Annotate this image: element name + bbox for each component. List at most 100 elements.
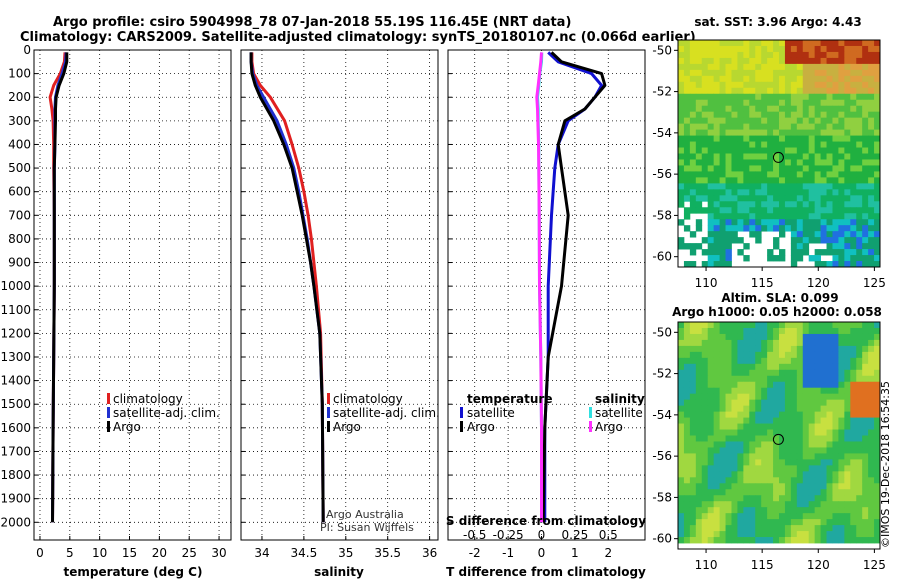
map-cell — [862, 195, 869, 202]
map-cell — [773, 171, 780, 178]
map-cell — [862, 81, 869, 89]
map-cell — [856, 255, 863, 262]
map-cell — [808, 201, 816, 208]
x-tick-label: 0 — [538, 546, 546, 560]
map-cell — [814, 459, 821, 466]
map-cell — [808, 519, 816, 526]
map-cell — [832, 345, 839, 353]
map-cell — [683, 387, 691, 395]
map-cell — [678, 183, 685, 190]
map-cell — [737, 381, 744, 389]
map-cell — [731, 153, 738, 160]
map-cell — [773, 51, 780, 59]
map-cell — [832, 45, 839, 53]
map-cell — [796, 201, 804, 208]
map-cell — [832, 489, 839, 496]
map-cell — [731, 63, 738, 71]
map-cell — [832, 327, 839, 335]
map-cell — [874, 189, 881, 196]
map-cell — [820, 471, 827, 478]
map-cell — [767, 519, 774, 526]
map-cell — [850, 219, 857, 226]
map-cell — [868, 51, 875, 59]
map-cell — [707, 147, 715, 154]
map-cell — [814, 141, 821, 148]
map-cell — [773, 489, 780, 496]
map-cell — [749, 135, 756, 142]
map-cell — [856, 171, 863, 178]
map-cell — [790, 327, 798, 335]
map-cell — [719, 51, 726, 59]
map-cell — [826, 141, 833, 148]
map-cell — [796, 231, 804, 238]
map-cell — [868, 57, 875, 65]
map-cell — [779, 399, 786, 407]
map-x-tick-label: 110 — [695, 558, 718, 572]
map-cell — [731, 525, 738, 532]
map-cell — [838, 237, 845, 244]
map-cell — [683, 525, 691, 532]
map-cell — [868, 117, 875, 125]
map-cell — [838, 40, 845, 47]
map-cell — [868, 183, 875, 190]
map-cell — [796, 183, 804, 190]
map-cell — [856, 243, 863, 250]
map-cell — [802, 51, 810, 59]
map-cell — [683, 375, 691, 383]
map-cell — [808, 105, 816, 113]
map-cell — [808, 363, 816, 371]
map-cell — [695, 411, 703, 418]
map-cell — [844, 333, 851, 341]
map-cell — [749, 195, 756, 202]
map-cell — [850, 135, 857, 142]
sla-map-subtitle: Argo h1000: 0.05 h2000: 0.058 — [672, 305, 882, 319]
map-cell — [683, 141, 691, 148]
map-cell — [767, 477, 774, 484]
map-cell — [689, 261, 697, 268]
map-cell — [784, 99, 792, 107]
map-cell — [862, 405, 869, 412]
map-cell — [755, 117, 762, 125]
map-cell — [832, 393, 839, 401]
map-cell — [820, 477, 827, 484]
map-cell — [832, 465, 839, 472]
map-cell — [784, 213, 792, 220]
map-cell — [701, 195, 709, 202]
map-cell — [695, 111, 703, 119]
map-cell — [784, 501, 792, 508]
map-cell — [707, 531, 715, 538]
map-cell — [826, 117, 833, 125]
map-cell — [862, 159, 869, 166]
map-cell — [678, 219, 685, 226]
map-cell — [755, 411, 762, 418]
map-cell — [725, 171, 732, 178]
map-cell — [719, 411, 726, 418]
map-cell — [802, 189, 810, 196]
map-cell — [779, 393, 786, 401]
map-cell — [731, 513, 738, 520]
map-cell — [826, 381, 833, 389]
map-cell — [832, 189, 839, 196]
map-cell — [713, 45, 720, 53]
map-cell — [874, 357, 881, 365]
map-cell — [808, 40, 816, 47]
map-cell — [743, 507, 750, 514]
map-cell — [844, 201, 851, 208]
map-cell — [850, 381, 857, 389]
map-cell — [779, 213, 786, 220]
map-cell — [790, 471, 798, 478]
map-cell — [707, 369, 715, 377]
map-cell — [862, 327, 869, 335]
map-cell — [808, 345, 816, 353]
map-cell — [844, 351, 851, 359]
map-cell — [868, 393, 875, 401]
map-cell — [779, 177, 786, 184]
map-cell — [832, 63, 839, 71]
map-cell — [790, 45, 798, 53]
map-cell — [695, 135, 703, 142]
map-cell — [779, 441, 786, 448]
map-cell — [743, 99, 750, 107]
map-cell — [850, 123, 857, 130]
map-cell — [773, 375, 780, 383]
map-cell — [695, 87, 703, 95]
